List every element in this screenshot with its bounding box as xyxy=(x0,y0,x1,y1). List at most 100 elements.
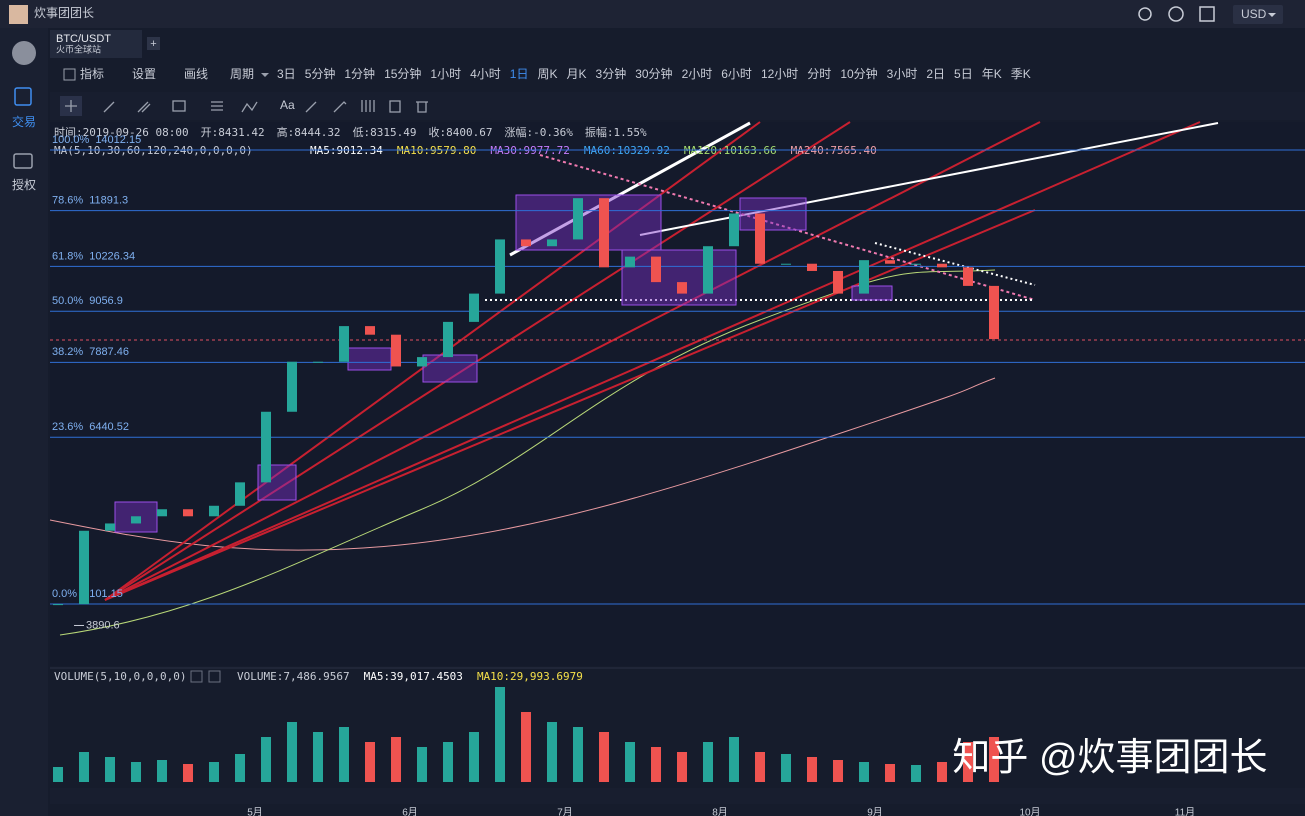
candle xyxy=(755,213,765,264)
candle xyxy=(365,326,375,335)
period-button[interactable]: 周K xyxy=(537,67,557,81)
volume-bar xyxy=(521,712,531,782)
ohlc-info: 收:8400.67 xyxy=(429,125,493,139)
sidebar-item[interactable]: 授权 xyxy=(12,177,36,192)
period-button[interactable]: 分时 xyxy=(807,67,831,81)
period-button[interactable]: 5分钟 xyxy=(305,66,336,81)
volume-bar xyxy=(573,727,583,782)
volume-bar xyxy=(885,764,895,782)
period-button[interactable]: 年K xyxy=(982,67,1002,81)
crosshair[interactable] xyxy=(65,100,77,112)
volume-bar xyxy=(105,757,115,782)
tool-icon xyxy=(63,68,76,81)
fib-price: 14012.15 xyxy=(95,134,141,146)
drawing-toolbar xyxy=(50,92,1305,120)
period-button[interactable]: 15分钟 xyxy=(384,66,421,81)
candle xyxy=(911,263,921,265)
add-tab[interactable] xyxy=(147,37,160,50)
period-button[interactable]: 季K xyxy=(1011,67,1031,81)
tool-button[interactable]: 指标 xyxy=(80,66,104,81)
auth-icon[interactable] xyxy=(13,153,33,169)
period-button[interactable]: 1分钟 xyxy=(344,66,375,81)
fib-tool[interactable] xyxy=(211,101,223,111)
period-button[interactable]: 10分钟 xyxy=(840,66,877,81)
candle xyxy=(53,604,63,606)
month-label: 5月 xyxy=(247,807,263,816)
font-tool[interactable]: Aa xyxy=(280,98,295,112)
parallel-tool[interactable] xyxy=(137,101,151,113)
chat-icon[interactable] xyxy=(1168,6,1184,22)
avatar[interactable] xyxy=(9,5,28,24)
period-button[interactable]: 3分钟 xyxy=(596,66,627,81)
fib-price: 7887.46 xyxy=(89,346,129,358)
period-button[interactable]: 3小时 xyxy=(887,67,918,81)
bars-tool[interactable] xyxy=(361,100,375,112)
caret xyxy=(1268,13,1276,17)
candle xyxy=(495,239,505,294)
candle xyxy=(417,357,427,367)
line-tool[interactable] xyxy=(103,101,115,113)
candle xyxy=(625,256,635,268)
delete-tool[interactable] xyxy=(416,101,428,113)
box xyxy=(851,285,893,301)
candle xyxy=(885,260,895,264)
fib-price: 9056.9 xyxy=(89,295,123,307)
candle xyxy=(131,516,141,524)
measure-tool[interactable] xyxy=(305,101,317,113)
period-button[interactable]: 1小时 xyxy=(430,67,461,81)
volume-stat: MA5:39,017.4503 xyxy=(364,670,463,683)
ohlc-info: 高:8444.32 xyxy=(277,125,341,139)
candle xyxy=(391,334,401,367)
period-button[interactable]: 3日 xyxy=(277,67,296,81)
month-label: 6月 xyxy=(402,807,418,816)
volume-bar xyxy=(937,762,947,782)
settings-icon xyxy=(190,670,203,683)
month-label: 7月 xyxy=(557,807,573,816)
volume-bar xyxy=(807,757,817,782)
period-button[interactable]: 1日 xyxy=(510,67,529,81)
ohlc-info: 开:8431.42 xyxy=(201,126,265,139)
white-line xyxy=(509,121,751,257)
boxes xyxy=(114,194,893,533)
box xyxy=(422,354,478,383)
fib-level: 100.0% xyxy=(52,134,90,146)
sidebar-item[interactable]: 交易 xyxy=(12,114,36,129)
fib-price: 10226.34 xyxy=(89,250,135,262)
period-button[interactable]: 2日 xyxy=(926,67,945,81)
volume-bar xyxy=(235,754,245,782)
brush-tool[interactable] xyxy=(333,101,347,113)
period-button[interactable]: 4小时 xyxy=(470,67,501,81)
currency-select[interactable] xyxy=(1233,5,1283,24)
bell-icon[interactable] xyxy=(1138,7,1152,21)
volume-bar xyxy=(417,747,427,782)
period-label: 周期 xyxy=(230,67,254,81)
logo xyxy=(12,41,36,65)
period-button[interactable]: 2小时 xyxy=(682,67,713,81)
tool-button[interactable]: 画线 xyxy=(184,67,208,81)
lock-tool[interactable] xyxy=(389,100,401,113)
top-bar xyxy=(0,0,1305,28)
volume-bar xyxy=(651,747,661,782)
candle xyxy=(209,505,219,517)
period-button[interactable]: 月K xyxy=(567,67,587,81)
candle xyxy=(703,246,713,294)
candle xyxy=(963,267,973,286)
ohlc-info: 涨幅:-0.36% xyxy=(505,126,574,139)
period-button[interactable]: 30分钟 xyxy=(635,66,672,81)
wave-tool[interactable] xyxy=(241,101,258,113)
volume-bar xyxy=(157,760,167,782)
trade-icon[interactable] xyxy=(14,87,32,106)
box xyxy=(739,197,807,231)
volume-bar xyxy=(183,764,193,782)
volume-bar xyxy=(131,762,141,782)
fib-level: 38.2% xyxy=(52,346,83,358)
shirt-icon[interactable] xyxy=(1199,6,1215,22)
period-button[interactable]: 12小时 xyxy=(761,67,798,81)
period-button[interactable]: 6小时 xyxy=(721,67,752,81)
volume-bar xyxy=(911,765,921,782)
tab[interactable] xyxy=(50,30,142,58)
rect-tool[interactable] xyxy=(172,100,186,112)
close-icon xyxy=(208,670,221,683)
tool-button[interactable]: 设置 xyxy=(132,67,156,81)
period-button[interactable]: 5日 xyxy=(954,67,973,81)
